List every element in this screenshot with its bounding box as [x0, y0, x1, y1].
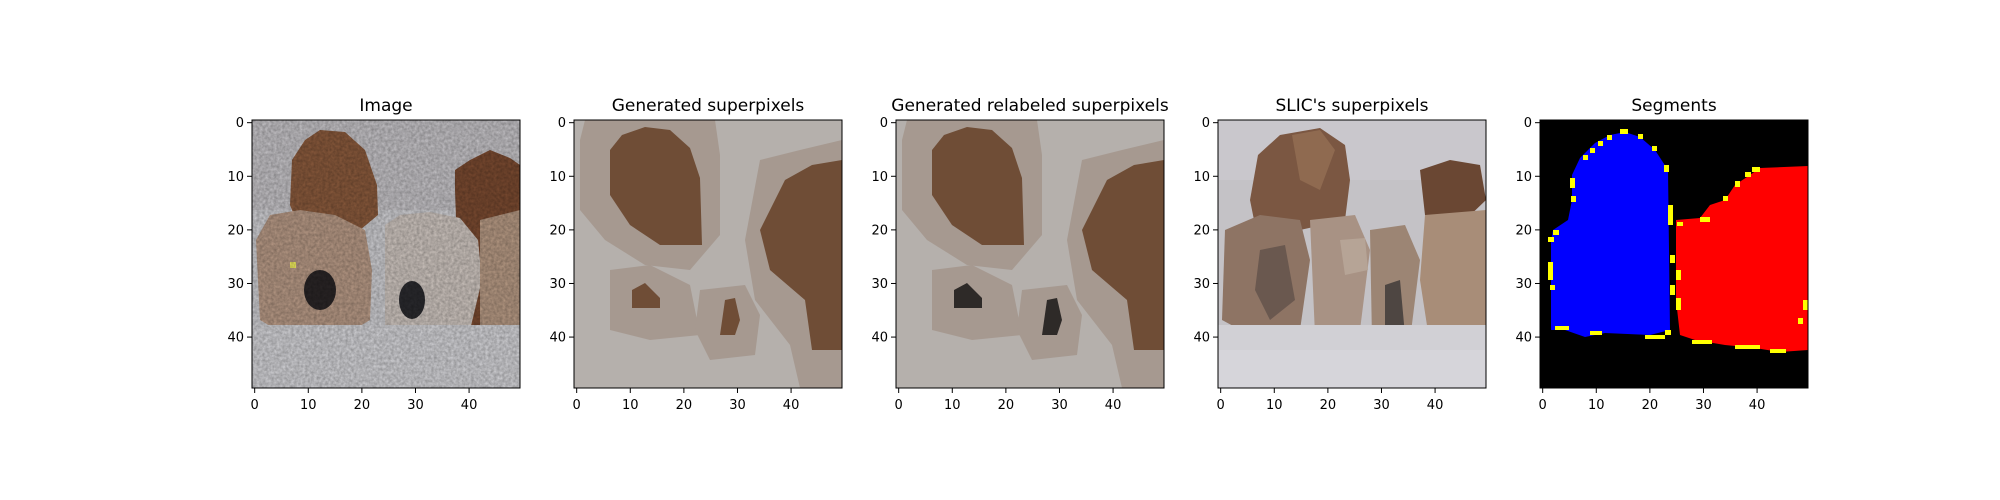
x-tick-label: 0 [573, 398, 581, 413]
x-tick-label: 20 [676, 398, 693, 413]
axes: 0 10 20 30 40 0 10 20 30 40 0 10 20 30 40 0 10 20 30 40 0 10 2… [227, 116, 1765, 413]
y-tick-label: 30 [871, 277, 888, 292]
x-tick-label: 10 [1266, 398, 1283, 413]
y-tick-label: 10 [227, 170, 244, 185]
x-tick-label: 20 [1320, 398, 1337, 413]
panel-title-generated-superpixels: Generated superpixels [612, 96, 805, 116]
panel-generated-superpixels: Generated superpixels [573, 96, 843, 389]
panel-title-slic-superpixels: SLIC's superpixels [1275, 96, 1428, 116]
y-tick-label: 40 [549, 331, 566, 346]
y-tick-label: 40 [1515, 331, 1532, 346]
panel-segments: Segments [1539, 96, 1809, 389]
y-tick-label: 20 [1515, 223, 1532, 238]
x-tick-label: 40 [1105, 398, 1122, 413]
panel-title-segments: Segments [1631, 96, 1717, 116]
x-tick-label: 10 [1588, 398, 1605, 413]
x-tick-label: 30 [1695, 398, 1712, 413]
segments-map [1540, 120, 1808, 388]
y-tick-label: 40 [1193, 331, 1210, 346]
y-tick-label: 0 [1202, 116, 1210, 131]
x-tick-label: 40 [1749, 398, 1766, 413]
slic-superpixels-map [1218, 120, 1486, 388]
y-tick-label: 0 [1524, 116, 1532, 131]
x-tick-label: 40 [783, 398, 800, 413]
x-tick-label: 0 [895, 398, 903, 413]
y-tick-label: 40 [871, 331, 888, 346]
y-tick-label: 0 [236, 116, 244, 131]
relabeled-superpixels-map [896, 120, 1164, 388]
y-tick-label: 20 [549, 223, 566, 238]
y-tick-label: 20 [871, 223, 888, 238]
y-tick-label: 10 [1515, 170, 1532, 185]
panel-title-generated-relabeled-superpixels: Generated relabeled superpixels [891, 96, 1169, 116]
panel-title-image: Image [359, 96, 412, 116]
y-tick-label: 40 [227, 331, 244, 346]
x-tick-label: 0 [251, 398, 259, 413]
y-tick-label: 10 [549, 170, 566, 185]
image-pixels [252, 120, 520, 388]
panel-generated-relabeled-superpixels: Generated relabeled superpixels [891, 96, 1169, 389]
x-tick-label: 10 [944, 398, 961, 413]
panel-image: Image [251, 96, 521, 389]
x-tick-label: 30 [1373, 398, 1390, 413]
generated-superpixels-map [574, 120, 842, 388]
x-tick-label: 30 [1051, 398, 1068, 413]
panel-slic-superpixels: SLIC's superpixels [1217, 96, 1487, 389]
x-tick-label: 30 [729, 398, 746, 413]
y-tick-label: 20 [1193, 223, 1210, 238]
x-tick-label: 0 [1539, 398, 1547, 413]
y-tick-label: 0 [880, 116, 888, 131]
x-tick-label: 10 [300, 398, 317, 413]
x-tick-label: 0 [1217, 398, 1225, 413]
x-tick-label: 10 [622, 398, 639, 413]
x-tick-label: 20 [998, 398, 1015, 413]
y-tick-label: 30 [1193, 277, 1210, 292]
x-tick-label: 20 [354, 398, 371, 413]
y-tick-label: 0 [558, 116, 566, 131]
x-tick-label: 40 [1427, 398, 1444, 413]
x-tick-label: 40 [461, 398, 478, 413]
y-tick-label: 30 [227, 277, 244, 292]
x-tick-label: 20 [1642, 398, 1659, 413]
y-tick-label: 30 [549, 277, 566, 292]
y-tick-label: 10 [1193, 170, 1210, 185]
y-tick-label: 30 [1515, 277, 1532, 292]
x-tick-label: 30 [407, 398, 424, 413]
y-tick-label: 20 [227, 223, 244, 238]
y-tick-label: 10 [871, 170, 888, 185]
